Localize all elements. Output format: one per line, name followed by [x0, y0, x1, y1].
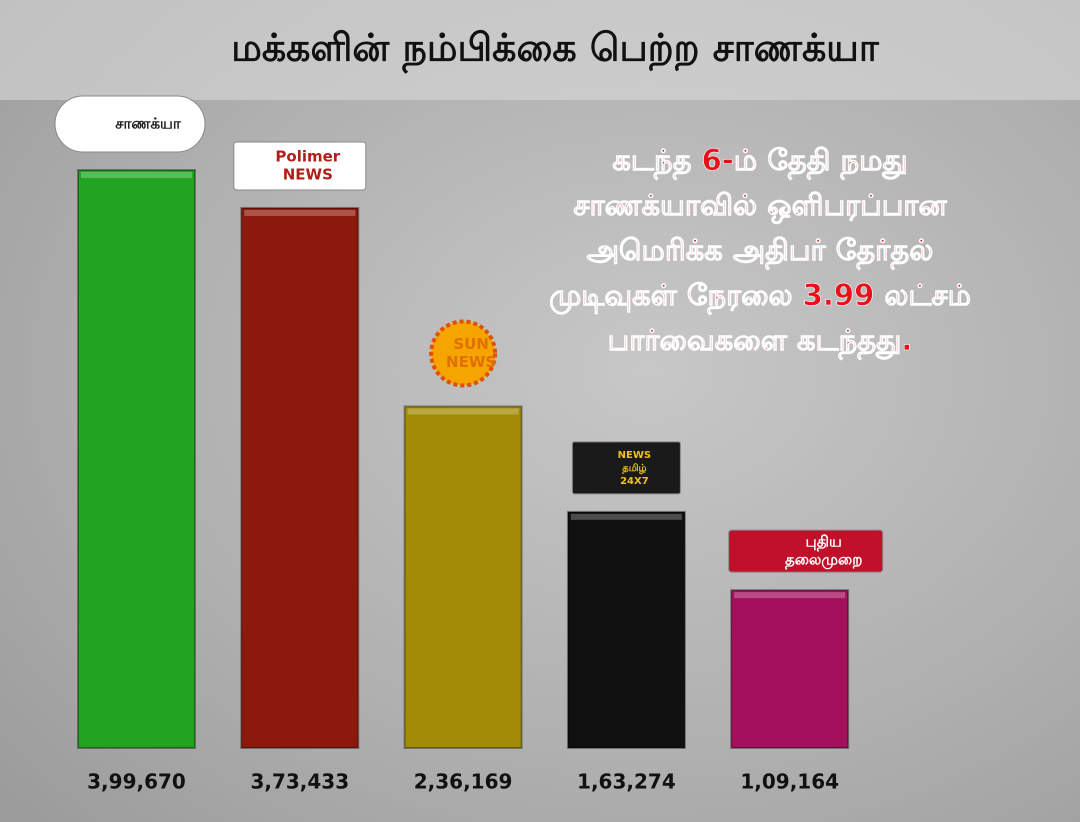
logo-text: SUN	[453, 335, 489, 353]
annotation-line: பார்வைகளை கடந்தது.	[608, 323, 913, 361]
annotation: கடந்த 6-ம் தேதி நமது சாணக்யாவில் ஒளிபரப்ப…	[549, 143, 971, 362]
annotation-line: முடிவுகள் நேரலை 3.99 லட்சம்	[549, 278, 971, 316]
logo-text: தமிழ்	[622, 462, 646, 474]
logo-text: 24X7	[620, 476, 649, 487]
logo-sun	[429, 319, 498, 388]
bar	[403, 405, 523, 749]
bar-shine	[734, 592, 846, 599]
bar	[566, 510, 686, 749]
bar-shine	[81, 172, 192, 178]
value-label: 3,99,670	[87, 770, 186, 794]
value-label: 3,73,433	[250, 770, 349, 794]
value-label: 1,63,274	[577, 770, 676, 794]
logo-text: சாணக்யா	[115, 115, 182, 133]
logo-text: NEWS	[618, 450, 651, 461]
chart-title: மக்களின் நம்பிக்கை பெற்ற சாணக்யா	[231, 26, 880, 75]
bar	[240, 206, 360, 749]
logo-text: புதிய	[806, 533, 842, 552]
bar	[730, 589, 850, 749]
logo-text: NEWS	[446, 353, 496, 371]
bar-shine	[244, 209, 356, 216]
annotation-line: அமெரிக்க அதிபர் தேர்தல்	[587, 233, 934, 270]
logo-box	[233, 141, 367, 191]
logo: புதியதலைமுறை	[728, 529, 884, 573]
bar-shine	[570, 513, 682, 520]
logo-box	[571, 441, 681, 495]
value-label: 2,36,169	[414, 770, 513, 794]
logo-text: NEWS	[283, 165, 333, 183]
bar	[77, 169, 196, 749]
annotation-line: சாணக்யாவில் ஒளிபரப்பான	[573, 188, 947, 224]
value-label: 1,09,164	[740, 770, 839, 794]
title-band	[0, 0, 1080, 100]
logo-text: தலைமுறை	[785, 551, 862, 570]
logo: சாணக்யா	[54, 95, 206, 153]
logo-box	[728, 529, 884, 573]
bar-shine	[407, 408, 519, 415]
logo-box	[54, 95, 206, 153]
logo-text: Polimer	[275, 147, 340, 165]
plot: 3,99,670சாணக்யா3,73,433PolimerNEWS2,36,1…	[54, 95, 884, 794]
annotation-line: கடந்த 6-ம் தேதி நமது	[612, 143, 907, 181]
